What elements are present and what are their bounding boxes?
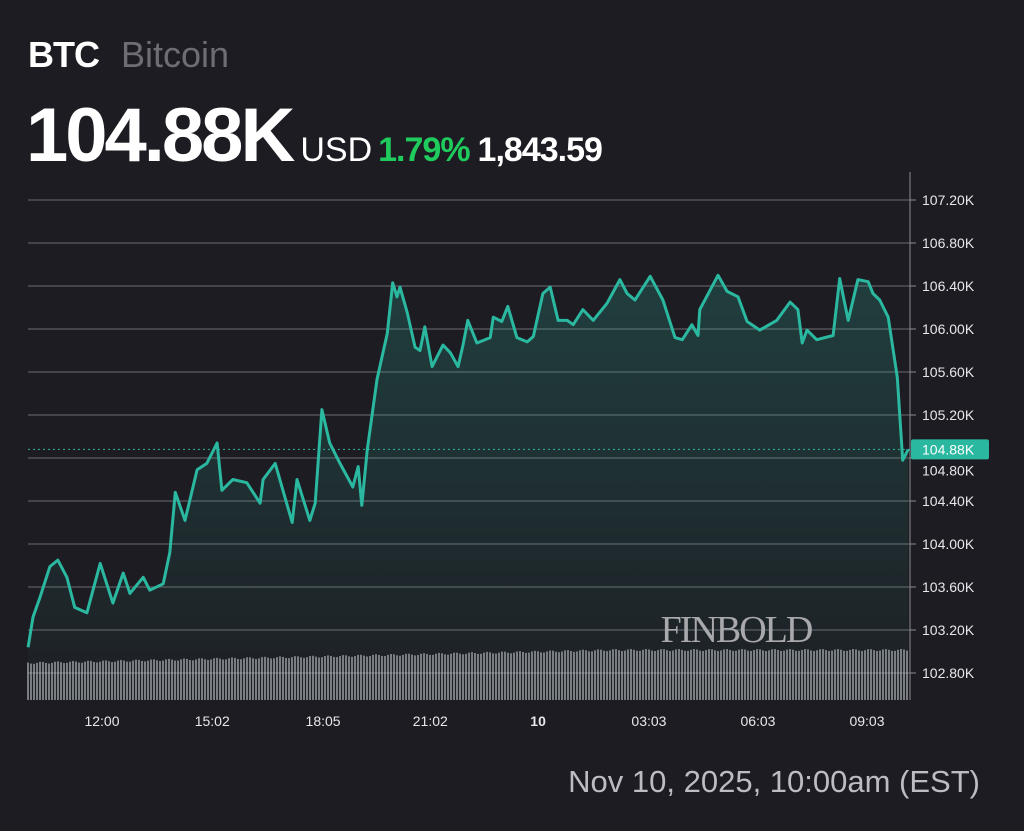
- timestamp: Nov 10, 2025, 10:00am (EST): [568, 764, 980, 799]
- y-tick-label: 102.80K: [922, 665, 975, 681]
- y-tick-label: 103.20K: [922, 622, 975, 638]
- y-tick-label: 106.80K: [922, 235, 975, 251]
- y-tick-label: 105.20K: [922, 407, 975, 423]
- y-tick-label: 103.60K: [922, 579, 975, 595]
- finbold-watermark: FINBOLD: [661, 609, 812, 651]
- x-tick-label: 21:02: [413, 713, 448, 729]
- x-tick-label: 03:03: [631, 713, 666, 729]
- price-area: [28, 275, 909, 700]
- y-tick-label: 107.20K: [922, 192, 975, 208]
- x-tick-label: 12:00: [84, 713, 119, 729]
- x-tick-label: 06:03: [740, 713, 775, 729]
- price-chart: FINBOLD 107.20K 106.80K 106.40K 106.00K 105.…: [26, 172, 989, 729]
- title-row: BTC Bitcoin: [28, 34, 229, 76]
- x-tick-label: 18:05: [306, 713, 341, 729]
- y-tick-label: 104.40K: [922, 493, 975, 509]
- y-tick-label: 104.00K: [922, 536, 975, 552]
- x-tick-label: 09:03: [849, 713, 884, 729]
- price-row: 104.88K USD 1.79% 1,843.59: [26, 92, 603, 179]
- current-price-badge: [911, 439, 989, 460]
- ticker-symbol: BTC: [28, 34, 100, 75]
- y-tick-label: 106.00K: [922, 321, 975, 337]
- change-percent: 1.79%: [378, 131, 470, 169]
- y-tick-label: 104.80K: [922, 462, 975, 478]
- change-absolute: 1,843.59: [477, 131, 603, 169]
- x-tick-label: 15:02: [195, 713, 230, 729]
- x-tick-label: 10: [530, 713, 546, 729]
- y-tick-label: 105.60K: [922, 364, 975, 380]
- currency: USD: [300, 131, 373, 169]
- current-price-label: 104.88K: [922, 441, 975, 457]
- y-tick-label: 106.40K: [922, 278, 975, 294]
- price-line: [26, 273, 910, 648]
- asset-name: Bitcoin: [121, 34, 230, 75]
- current-price: 104.88K: [26, 93, 295, 178]
